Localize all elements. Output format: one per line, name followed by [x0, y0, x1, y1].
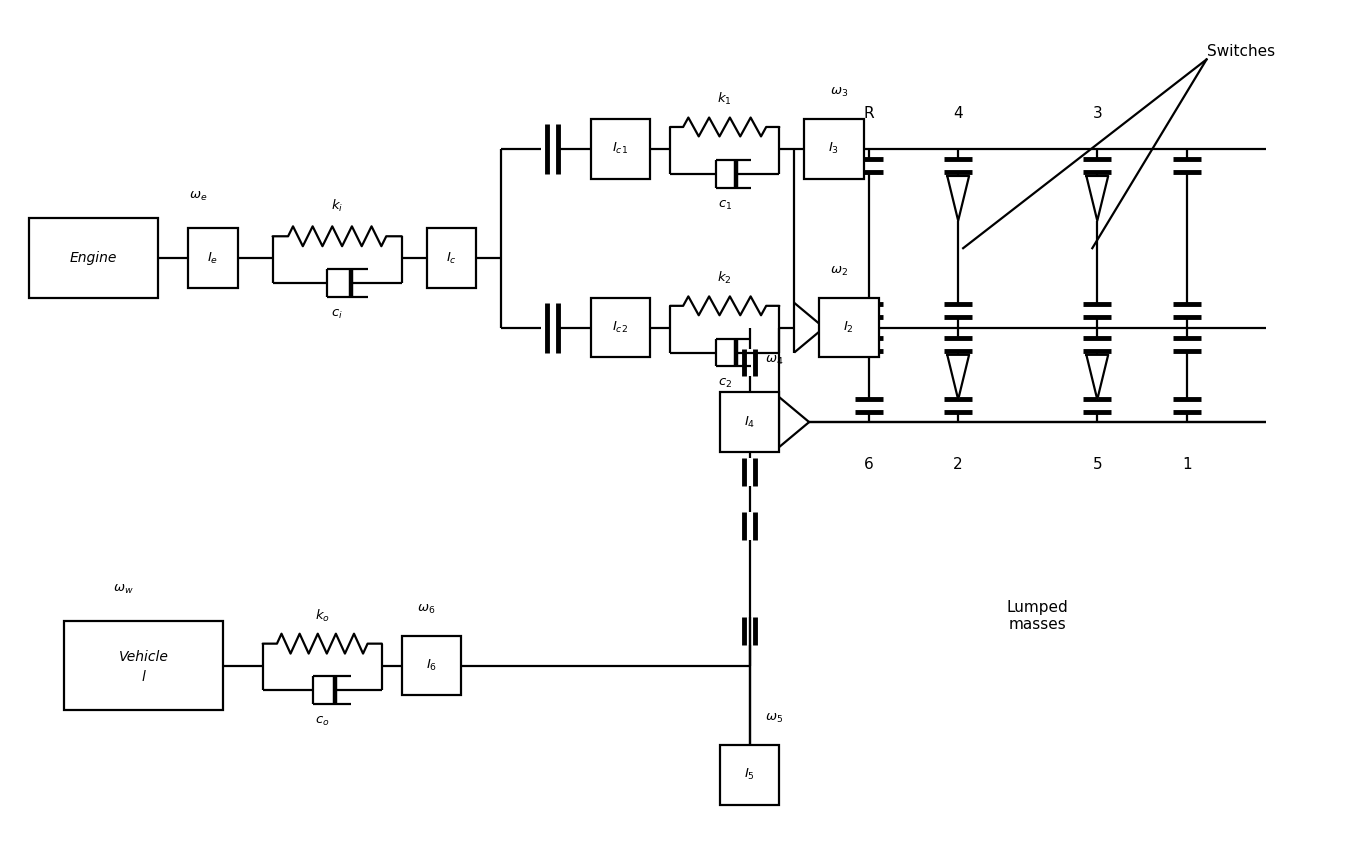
- Text: $I_2$: $I_2$: [844, 320, 855, 336]
- Text: $I_{c1}$: $I_{c1}$: [613, 141, 628, 156]
- Text: $c_1$: $c_1$: [718, 199, 732, 212]
- Text: $I_6$: $I_6$: [427, 658, 437, 673]
- Text: $\omega_5$: $\omega_5$: [765, 712, 783, 725]
- Text: $I_3$: $I_3$: [829, 141, 840, 156]
- Bar: [819, 298, 879, 357]
- Text: $k_2$: $k_2$: [717, 270, 732, 286]
- Text: $k_i$: $k_i$: [331, 199, 343, 214]
- Polygon shape: [1087, 355, 1108, 400]
- Text: $c_i$: $c_i$: [331, 308, 343, 321]
- Text: $\omega_4$: $\omega_4$: [765, 355, 783, 368]
- Text: 6: 6: [864, 457, 873, 472]
- Text: 5: 5: [1092, 457, 1102, 472]
- Text: $k_o$: $k_o$: [315, 608, 329, 623]
- Text: $k_1$: $k_1$: [717, 91, 732, 108]
- Text: 3: 3: [1092, 106, 1102, 121]
- Polygon shape: [1087, 176, 1108, 221]
- Text: $\omega_e$: $\omega_e$: [189, 191, 208, 204]
- Text: $I_{c2}$: $I_{c2}$: [613, 320, 628, 336]
- Bar: [427, 228, 477, 288]
- Text: R: R: [864, 106, 873, 121]
- Text: $\omega_6$: $\omega_6$: [417, 603, 436, 616]
- Text: 2: 2: [953, 457, 963, 472]
- Bar: [30, 218, 158, 298]
- Text: Lumped
masses: Lumped masses: [1007, 600, 1069, 632]
- Text: $c_2$: $c_2$: [718, 377, 732, 390]
- Bar: [805, 119, 864, 179]
- Text: Engine: Engine: [70, 251, 117, 265]
- Bar: [720, 745, 779, 805]
- Bar: [590, 298, 651, 357]
- Text: Switches: Switches: [1207, 44, 1274, 60]
- Text: $c_o$: $c_o$: [315, 715, 329, 728]
- Text: $I_e$: $I_e$: [208, 251, 219, 265]
- Text: $\omega_3$: $\omega_3$: [830, 86, 848, 99]
- Text: $\omega_2$: $\omega_2$: [830, 265, 848, 278]
- Text: 4: 4: [953, 106, 963, 121]
- Text: $I_4$: $I_4$: [744, 414, 755, 430]
- Bar: [188, 228, 238, 288]
- Bar: [63, 621, 223, 710]
- Bar: [590, 119, 651, 179]
- Bar: [402, 636, 462, 695]
- Text: $I_5$: $I_5$: [744, 767, 755, 782]
- Text: $\omega_w$: $\omega_w$: [113, 583, 134, 596]
- Polygon shape: [948, 355, 969, 400]
- Text: $I_c$: $I_c$: [446, 251, 456, 265]
- Text: Vehicle: Vehicle: [119, 649, 169, 663]
- Bar: [720, 392, 779, 452]
- Polygon shape: [948, 176, 969, 221]
- Text: $l$: $l$: [140, 669, 146, 684]
- Text: 1: 1: [1181, 457, 1192, 472]
